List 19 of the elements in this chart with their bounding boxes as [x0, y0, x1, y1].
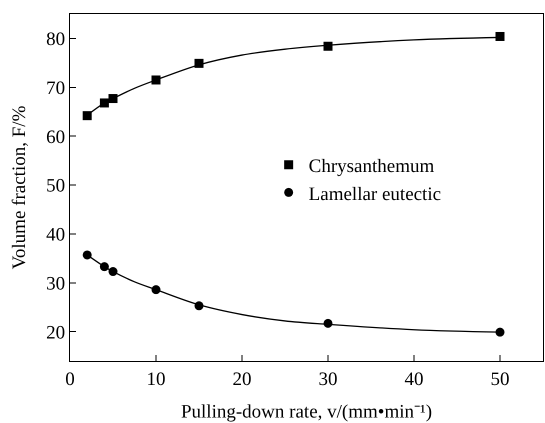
y-tick-label: 40	[46, 224, 66, 246]
y-tick-label: 30	[46, 273, 66, 294]
point	[82, 111, 92, 120]
y-tick-label: 70	[46, 78, 66, 99]
y-tick-label: 80	[46, 29, 66, 50]
legend-label: Chrysanthemum	[308, 156, 434, 178]
y-axis-title: Volume fraction, F/%	[8, 105, 30, 270]
x-tick-label: 10	[146, 368, 166, 390]
x-tick-label: 50	[490, 368, 510, 390]
y-tick-label: 60	[46, 126, 66, 148]
x-tick-label: 30	[318, 368, 338, 390]
x-tick-label: 20	[232, 368, 252, 390]
x-axis-title: Pulling-down rate, v/(mm•min⁻¹)	[180, 402, 432, 423]
y-tick-label: 20	[46, 322, 66, 344]
point	[496, 32, 504, 41]
x-tick-label: 0	[65, 368, 75, 390]
legend-label: Lamellar eutectic	[308, 184, 442, 205]
x-tick-label: 40	[404, 368, 424, 390]
y-tick-label: 50	[46, 176, 66, 197]
